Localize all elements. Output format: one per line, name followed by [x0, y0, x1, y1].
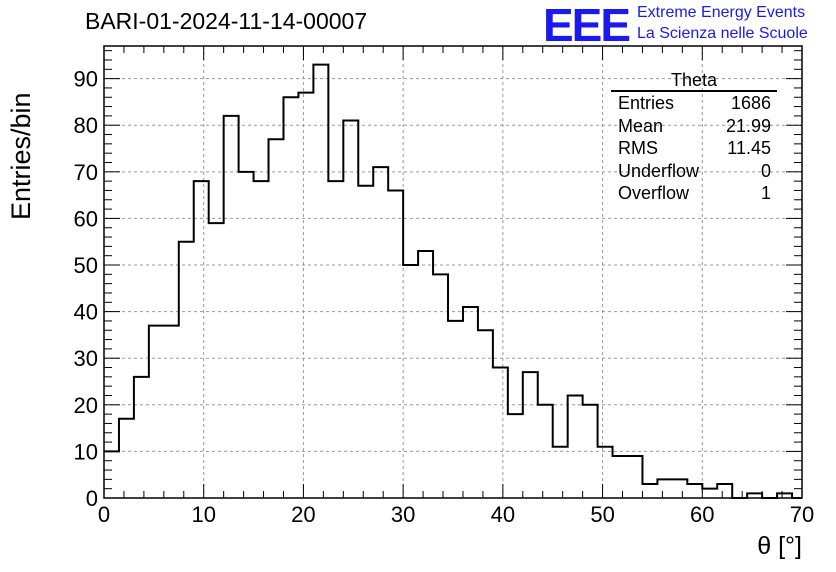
histogram-bin: [104, 451, 119, 498]
stats-value: 1: [760, 183, 771, 203]
stats-row-underflow: Underflow 0: [611, 160, 777, 183]
stats-label: Underflow: [618, 160, 700, 181]
x-tick-label: 0: [98, 502, 110, 527]
histogram-bin: [702, 489, 717, 498]
histogram-bin: [254, 181, 269, 498]
histogram-bin: [478, 330, 493, 498]
stats-label: Overflow: [618, 183, 690, 203]
histogram-bin: [523, 372, 538, 498]
histogram-bin: [239, 172, 254, 498]
histogram-bin: [164, 326, 179, 498]
x-tick-label: 60: [690, 502, 714, 527]
histogram-bin: [194, 181, 209, 498]
histogram-bin: [283, 97, 298, 498]
y-tick-label: 0: [86, 486, 98, 511]
histogram-bin: [568, 395, 583, 498]
histogram-bin: [657, 479, 672, 498]
logo-mark: EEE: [543, 0, 631, 51]
stats-box: Theta Entries 1686 Mean 21.99 RMS 11.45 …: [611, 70, 777, 205]
histogram-bin: [298, 93, 313, 498]
x-tick-label: 20: [291, 502, 315, 527]
stats-value: 11.45: [727, 138, 771, 158]
stats-row-overflow: Overflow 1: [611, 182, 777, 205]
histogram-bin: [613, 456, 628, 498]
histogram-bin: [403, 265, 418, 498]
stats-value: 1686: [730, 93, 771, 113]
x-tick-label: 70: [790, 502, 814, 527]
histogram-bin: [717, 484, 732, 498]
stats-name: Theta: [611, 70, 777, 92]
y-tick-label: 30: [74, 346, 98, 371]
histogram-outline: [104, 63, 802, 499]
logo-line1: Extreme Energy Events: [637, 4, 806, 21]
histogram-bin: [209, 223, 224, 498]
histogram-bin: [553, 447, 568, 498]
histogram-bin: [119, 419, 134, 498]
x-tick-label: 50: [590, 502, 614, 527]
stats-label: Entries: [618, 93, 675, 113]
histogram-bin: [508, 414, 523, 498]
axes: [103, 45, 803, 499]
stats-row-entries: Entries 1686: [611, 92, 777, 115]
histogram-bin: [463, 307, 478, 498]
y-tick-label: 40: [74, 300, 98, 325]
histogram-bin: [598, 447, 613, 498]
histogram-series: [104, 63, 802, 499]
stats-value: 0: [760, 160, 771, 181]
histogram-bin: [418, 251, 433, 498]
y-tick-label: 10: [74, 439, 98, 464]
histogram-bin: [388, 190, 403, 498]
histogram-bin: [269, 139, 284, 498]
histogram-bin: [433, 274, 448, 498]
stats-row-mean: Mean 21.99: [611, 115, 777, 138]
histogram-bin: [313, 65, 328, 498]
y-tick-label: 20: [74, 393, 98, 418]
stats-value: 21.99: [725, 115, 771, 136]
histogram-bin: [448, 321, 463, 498]
histogram-bin: [373, 167, 388, 498]
stats-label: RMS: [618, 138, 658, 158]
x-tick-label: 30: [391, 502, 415, 527]
chart-title: BARI-01-2024-11-14-00007: [85, 8, 368, 34]
histogram-bin: [687, 484, 702, 498]
histogram-bin: [149, 326, 164, 498]
eee-logo: EEE Extreme Energy Events La Scienza nel…: [543, 0, 833, 51]
y-tick-label: 90: [74, 67, 98, 92]
histogram-bin: [134, 377, 149, 498]
y-tick-label: 80: [74, 113, 98, 138]
y-tick-label: 70: [74, 160, 98, 185]
stats-label: Mean: [618, 115, 664, 136]
y-tick-label: 50: [74, 253, 98, 278]
stats-row-rms: RMS 11.45: [611, 137, 777, 160]
histogram-bin: [642, 484, 657, 498]
histogram-bin: [358, 186, 373, 498]
histogram-bin: [343, 121, 358, 498]
histogram-bin: [328, 181, 343, 498]
histogram-bin: [672, 479, 687, 498]
y-axis-title: Entries/bin: [6, 92, 36, 220]
histogram-bin: [583, 405, 598, 498]
histogram-bin: [179, 242, 194, 498]
x-tick-label: 10: [191, 502, 215, 527]
histogram-bin: [628, 456, 643, 498]
histogram-bin: [538, 405, 553, 498]
grid-lines: [104, 46, 802, 498]
histogram-bin: [224, 116, 239, 498]
y-tick-label: 60: [74, 206, 98, 231]
x-axis-title: θ [°]: [757, 532, 802, 560]
logo-line2: La Scienza nelle Scuole: [637, 25, 808, 42]
histogram-bin: [493, 368, 508, 498]
x-tick-label: 40: [491, 502, 515, 527]
plot-frame: [103, 45, 803, 499]
